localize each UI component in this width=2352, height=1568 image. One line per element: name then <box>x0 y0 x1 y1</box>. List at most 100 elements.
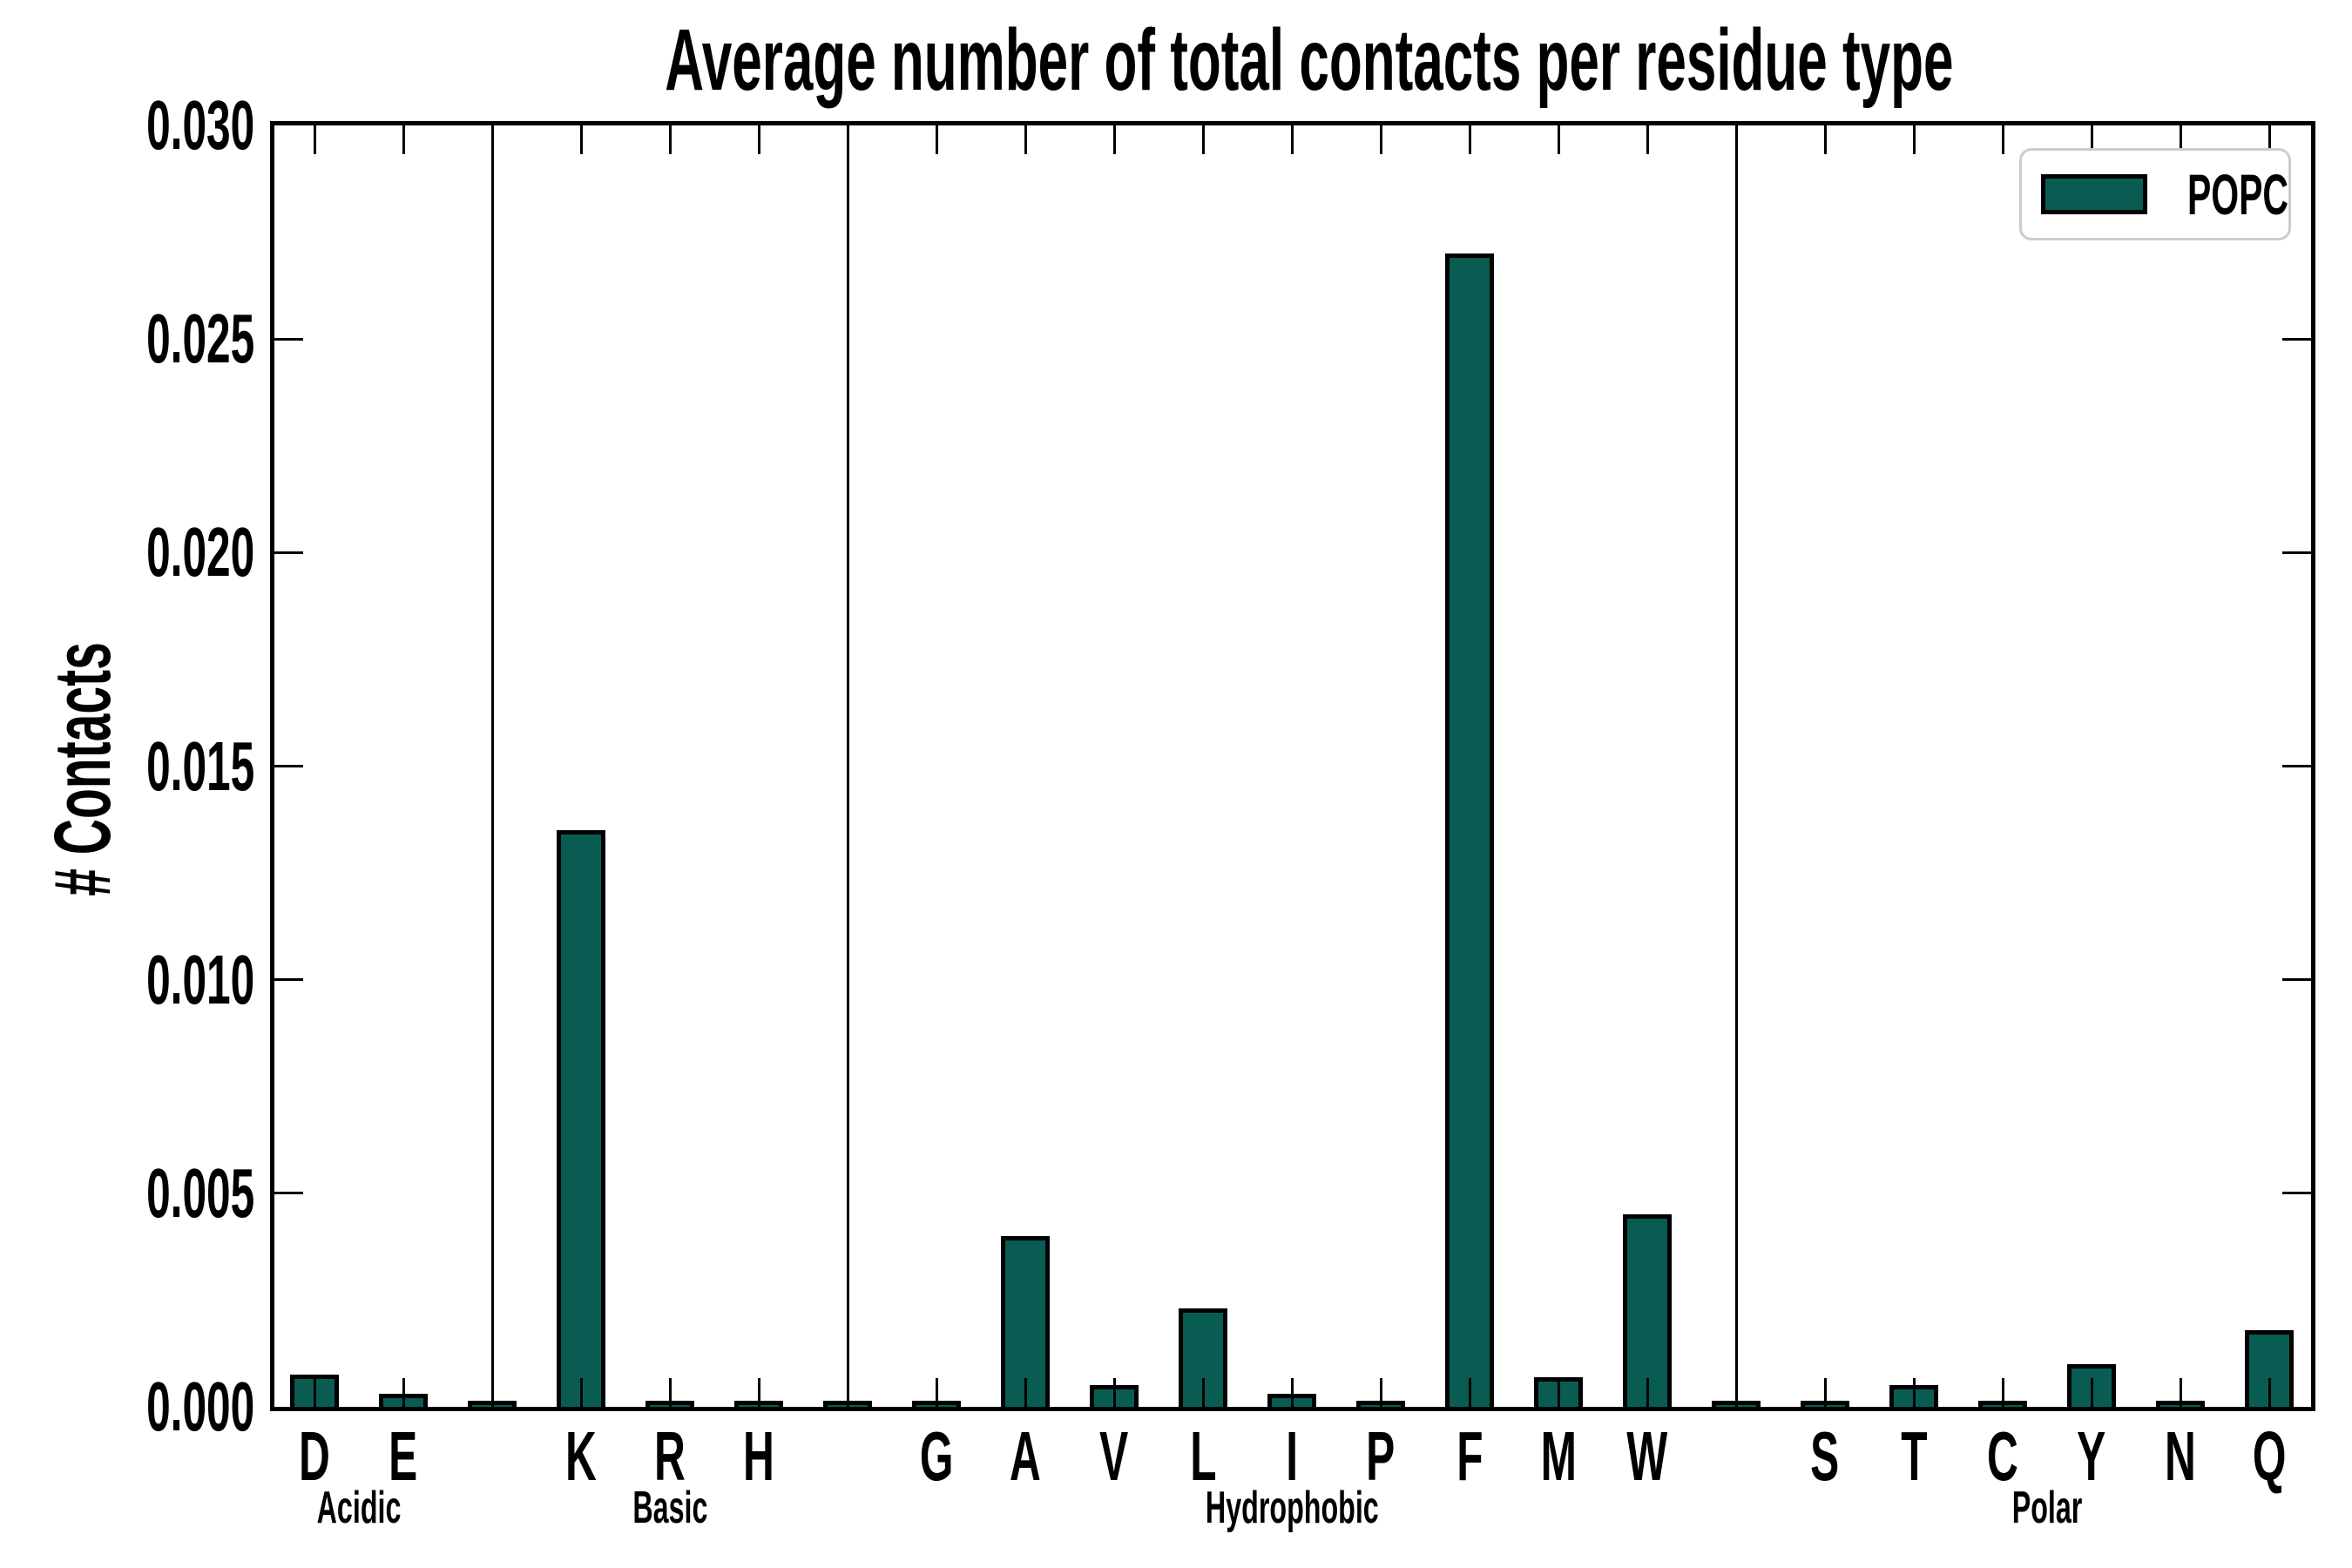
x-tick-label-text: A <box>1010 1417 1041 1495</box>
group-label-text: Hydrophobic <box>1205 1483 1379 1533</box>
x-tick-top <box>579 125 583 154</box>
y-tick-right <box>2282 337 2311 341</box>
x-tick-bottom <box>1112 1378 1116 1407</box>
y-tick-label-text: 0.005 <box>145 1153 254 1232</box>
x-tick-bottom <box>1024 1378 1027 1407</box>
x-tick-top <box>1379 125 1382 154</box>
x-tick-label-E: E <box>351 1422 456 1491</box>
x-tick-bottom <box>2268 1378 2271 1407</box>
y-tick-label-text: 0.020 <box>145 513 254 591</box>
y-tick-left <box>274 978 303 982</box>
y-tick-right <box>2282 978 2311 982</box>
y-tick-left <box>274 337 303 341</box>
x-tick-top <box>2179 125 2182 154</box>
x-tick-top <box>1646 125 1649 154</box>
x-tick-label-L: L <box>1151 1422 1255 1491</box>
y-tick-label-0.025: 0.025 <box>0 304 254 374</box>
x-tick-label-K: K <box>529 1422 633 1491</box>
x-tick-bottom <box>757 1378 760 1407</box>
x-tick-bottom <box>1646 1378 1649 1407</box>
y-tick-label-text: 0.000 <box>145 1368 254 1445</box>
x-tick-bottom <box>1290 1378 1294 1407</box>
x-tick-bottom <box>1912 1378 1916 1407</box>
x-tick-label-text: E <box>389 1417 418 1495</box>
x-tick-bottom <box>1823 1378 1827 1407</box>
y-tick-right <box>2282 551 2311 554</box>
group-label-Polar: Polar <box>1786 1484 2308 1531</box>
plot-area <box>270 121 2315 1411</box>
x-tick-bottom <box>579 1378 583 1407</box>
x-tick-bottom <box>402 1378 405 1407</box>
y-tick-label-text: 0.025 <box>145 300 254 378</box>
x-tick-label-S: S <box>1773 1422 1877 1491</box>
x-tick-top <box>935 125 938 154</box>
group-label-text: Acidic <box>316 1483 402 1533</box>
x-tick-label-D: D <box>262 1422 367 1491</box>
x-tick-top <box>1290 125 1294 154</box>
x-tick-top <box>1557 125 1560 154</box>
x-tick-label-H: H <box>706 1422 811 1491</box>
x-tick-label-text: Q <box>2252 1417 2287 1495</box>
legend-swatch-popc <box>2041 174 2147 214</box>
y-tick-label-0.010: 0.010 <box>0 940 254 1018</box>
y-tick-label-0.005: 0.005 <box>0 1153 254 1232</box>
x-tick-label-text: V <box>1099 1417 1129 1495</box>
chart-title: Average number of total contacts per res… <box>270 12 2315 108</box>
group-label-Acidic: Acidic <box>98 1484 620 1531</box>
x-tick-bottom <box>2179 1378 2182 1407</box>
x-tick-bottom <box>2090 1378 2093 1407</box>
x-tick-label-Q: Q <box>2217 1422 2322 1491</box>
x-tick-label-A: A <box>973 1422 1078 1491</box>
y-tick-label-0.000: 0.000 <box>0 1372 254 1442</box>
y-tick-label-0.030: 0.030 <box>0 91 254 160</box>
x-tick-bottom <box>1557 1378 1560 1407</box>
x-tick-label-Y: Y <box>2039 1422 2144 1491</box>
group-separator-line <box>846 125 849 1407</box>
x-tick-top <box>1912 125 1916 154</box>
x-tick-bottom <box>935 1378 938 1407</box>
x-tick-bottom <box>1201 1378 1205 1407</box>
x-tick-label-I: I <box>1240 1422 1344 1491</box>
y-tick-right <box>2282 1192 2311 1195</box>
x-tick-label-T: T <box>1862 1422 1966 1491</box>
x-tick-label-P: P <box>1328 1422 1433 1491</box>
x-tick-top <box>402 125 405 154</box>
x-tick-bottom <box>1379 1378 1382 1407</box>
x-tick-label-W: W <box>1595 1422 1700 1491</box>
x-tick-top <box>1024 125 1027 154</box>
x-tick-label-text: R <box>654 1417 686 1495</box>
x-tick-label-M: M <box>1506 1422 1611 1491</box>
group-separator-line <box>1734 125 1738 1407</box>
group-label-text: Polar <box>2011 1483 2083 1533</box>
x-tick-label-text: P <box>1366 1417 1396 1495</box>
y-tick-label-text: 0.010 <box>145 940 254 1018</box>
x-tick-bottom <box>846 1378 849 1407</box>
legend-label: POPC <box>2187 166 2350 223</box>
bar-F <box>1445 253 1494 1407</box>
x-tick-label-text: I <box>1286 1417 1298 1495</box>
x-tick-label-text: G <box>919 1417 954 1495</box>
x-tick-label-R: R <box>618 1422 722 1491</box>
y-tick-right <box>2282 765 2311 767</box>
x-tick-top <box>313 125 316 154</box>
y-tick-label-text: 0.030 <box>145 86 254 164</box>
x-tick-top <box>1823 125 1827 154</box>
x-tick-top <box>1468 125 1471 154</box>
x-tick-label-text: M <box>1540 1417 1577 1495</box>
group-label-Hydrophobic: Hydrophobic <box>1031 1484 1553 1531</box>
x-tick-label-G: G <box>884 1422 989 1491</box>
chart-title-text: Average number of total contacts per res… <box>665 11 1954 109</box>
x-tick-bottom <box>668 1378 672 1407</box>
x-tick-top <box>1112 125 1116 154</box>
x-tick-label-F: F <box>1417 1422 1522 1491</box>
x-tick-top <box>846 125 849 154</box>
bar-K <box>557 830 605 1407</box>
legend-label-text: POPC <box>2187 162 2288 226</box>
x-tick-label-V: V <box>1062 1422 1166 1491</box>
x-tick-bottom <box>1468 1378 1471 1407</box>
group-label-text: Basic <box>632 1483 708 1533</box>
group-label-Basic: Basic <box>409 1484 931 1531</box>
x-tick-label-text: W <box>1626 1417 1668 1495</box>
y-tick-label-0.015: 0.015 <box>0 731 254 801</box>
x-tick-top <box>2001 125 2004 154</box>
